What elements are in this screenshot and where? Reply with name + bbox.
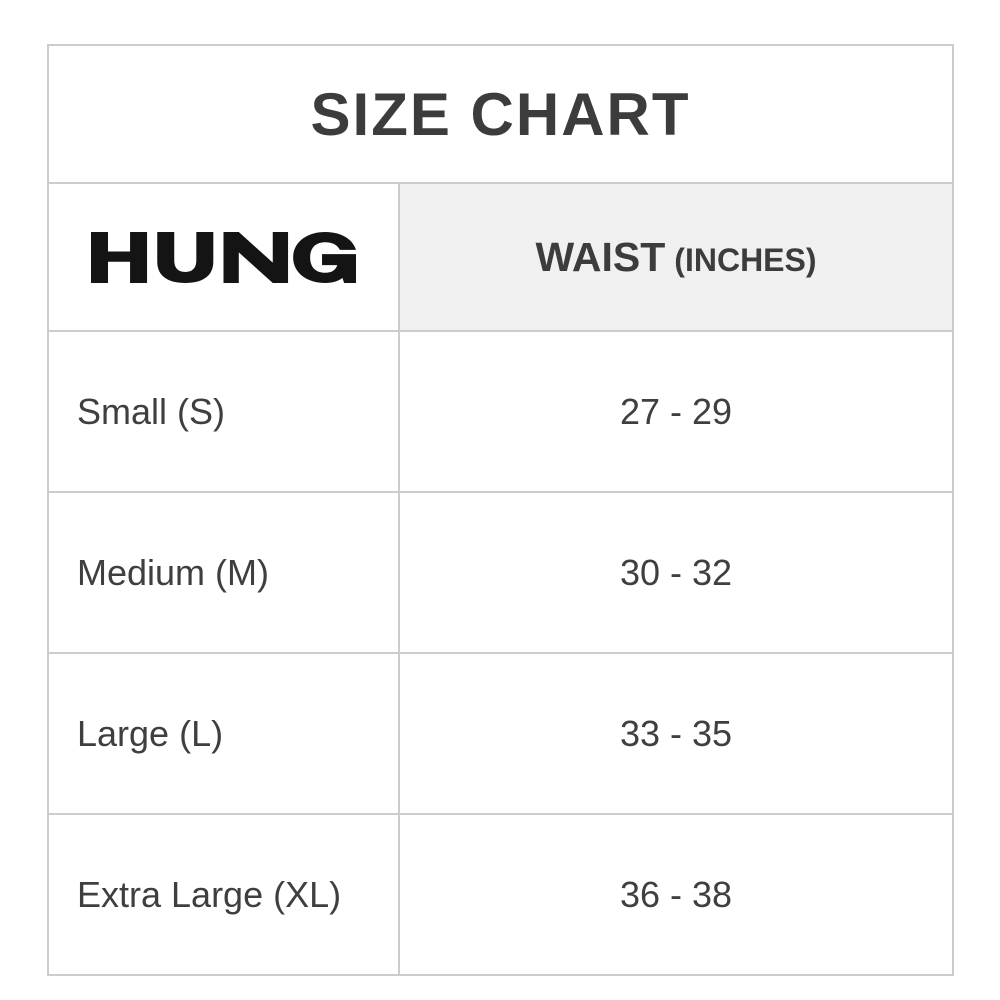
- size-chart-table: SIZE CHART HUNG WAIST(INCHES) Small (S) …: [47, 44, 954, 976]
- waist-header-cell: WAIST (INCHES): [398, 182, 954, 332]
- waist-header-units: (INCHES): [674, 241, 817, 278]
- title-row: SIZE CHART: [47, 44, 954, 184]
- waist-header-label: WAIST: [535, 233, 666, 280]
- size-label: Small (S): [47, 330, 400, 493]
- table-row-small: Small (S) 27 - 29: [47, 330, 954, 493]
- size-label: Large (L): [47, 652, 400, 815]
- header-row: HUNG WAIST(INCHES): [47, 182, 954, 332]
- size-label: Medium (M): [47, 491, 400, 654]
- size-chart: SIZE CHART HUNG WAIST(INCHES) Small (S) …: [47, 44, 954, 976]
- brand-logo-cell: HUNG: [47, 182, 400, 332]
- table-row-medium: Medium (M) 30 - 32: [47, 491, 954, 654]
- waist-range: 27 - 29: [398, 330, 954, 493]
- waist-range: 30 - 32: [398, 491, 954, 654]
- waist-range: 33 - 35: [398, 652, 954, 815]
- size-label: Extra Large (XL): [47, 813, 400, 976]
- waist-range: 36 - 38: [398, 813, 954, 976]
- hung-logo-icon: [91, 231, 356, 283]
- table-row-large: Large (L) 33 - 35: [47, 652, 954, 815]
- page-title: SIZE CHART: [47, 44, 954, 184]
- table-row-extra-large: Extra Large (XL) 36 - 38: [47, 813, 954, 976]
